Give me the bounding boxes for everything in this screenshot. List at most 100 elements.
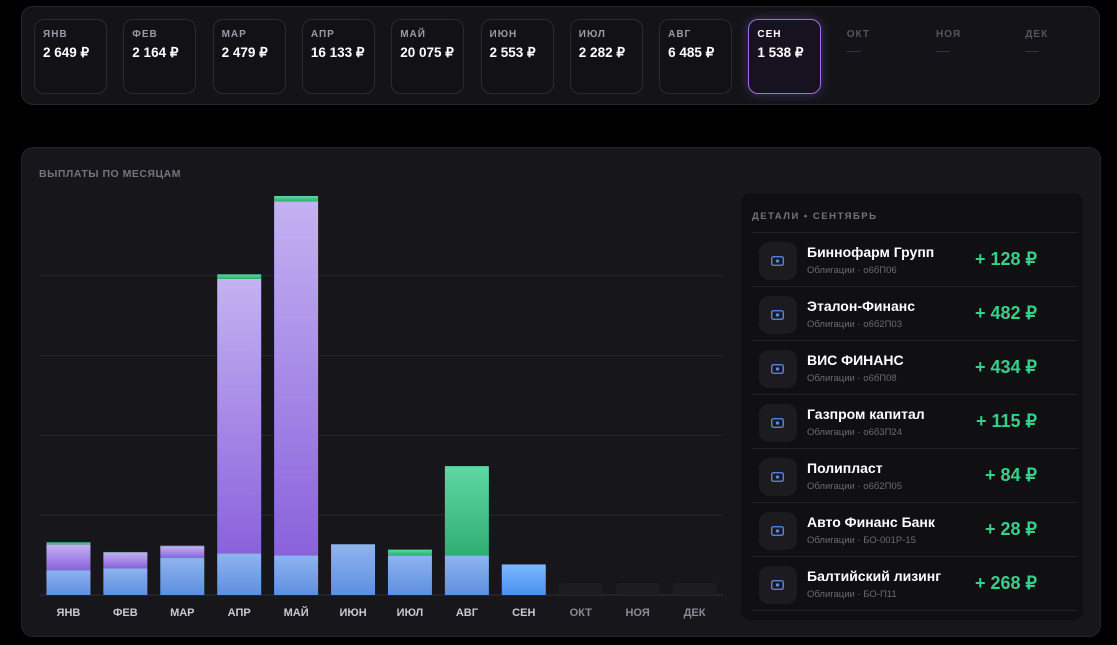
bar-segment[interactable] (217, 278, 262, 554)
bar-segment[interactable] (217, 553, 262, 595)
payouts-panel: ВЫПЛАТЫ ПО МЕСЯЦАМ ЯНВ ФЕВ МАР АПР МАЙ ИЮН ИЮЛ… (21, 147, 1101, 637)
month-tile-label: ФЕВ (132, 29, 158, 40)
bar-segment[interactable] (274, 196, 319, 202)
detail-row[interactable]: Полипласт Облигации · о6б2П05 + 84 ₽ (752, 449, 1077, 503)
month-tile[interactable]: НОЯ — (927, 19, 1000, 94)
month-tile[interactable]: ФЕВ 2 164 ₽ (123, 19, 197, 94)
payout-amount: + 84 ₽ (985, 465, 1037, 485)
month-tile[interactable]: ИЮЛ 2 282 ₽ (569, 19, 643, 94)
x-tick-label: НОЯ (625, 607, 649, 619)
detail-row[interactable]: Газпром капитал Облигации · о6б3П24 + 115 … (752, 395, 1077, 449)
bar-placeholder (558, 583, 603, 595)
issuer-name: ВИС ФИНАНС (807, 352, 904, 368)
bar-placeholder (672, 583, 717, 595)
bar-placeholder (615, 583, 660, 595)
bond-icon (759, 404, 797, 442)
month-tile[interactable]: АПР 16 133 ₽ (301, 19, 375, 94)
bond-icon (759, 242, 797, 280)
bond-code: Облигации · о6бП06 (807, 265, 897, 276)
x-tick-label: ИЮН (339, 607, 366, 619)
month-tile[interactable]: ИЮН 2 553 ₽ (480, 19, 554, 94)
month-tile[interactable]: МАЙ 20 075 ₽ (391, 19, 465, 94)
x-tick-label: ФЕВ (113, 607, 138, 619)
x-tick-label: ИЮЛ (397, 607, 424, 619)
month-tile-label: МАР (221, 29, 247, 40)
month-tile-amount: 2 553 ₽ (489, 45, 536, 60)
month-tile-amount: 2 282 ₽ (578, 45, 625, 60)
x-tick-label: МАР (170, 607, 194, 619)
payout-amount: + 268 ₽ (975, 573, 1037, 593)
bond-icon (759, 458, 797, 496)
payout-amount: + 434 ₽ (975, 357, 1037, 377)
payout-amount: + 115 ₽ (975, 411, 1037, 431)
month-tile-amount: 2 164 ₽ (132, 45, 179, 60)
bond-icon (759, 296, 797, 334)
month-tile-label: ОКТ (846, 29, 870, 40)
bar-segment[interactable] (501, 564, 546, 595)
details-title: ДЕТАЛИ • СЕНТЯБРЬ (752, 211, 878, 222)
bar-segment[interactable] (103, 568, 148, 595)
month-tile[interactable]: СЕН 1 538 ₽ (748, 19, 822, 94)
x-tick-label: ЯНВ (57, 607, 81, 619)
bar-segment[interactable] (46, 570, 91, 595)
details-list: Биннофарм Групп Облигации · о6бП06 + 128 ₽… (752, 232, 1077, 611)
month-tile-amount: 2 649 ₽ (43, 45, 90, 60)
month-tile-label: ДЕК (1025, 29, 1049, 40)
detail-row[interactable]: ВИС ФИНАНС Облигации · о6бП08 + 434 ₽ (752, 341, 1077, 395)
bar-segment[interactable] (46, 544, 91, 571)
bond-code: Облигации · БО-001Р-15 (807, 535, 916, 546)
issuer-name: Балтийский лизинг (807, 568, 942, 584)
month-tile-amount: 1 538 ₽ (757, 45, 804, 60)
bar-segment[interactable] (274, 555, 319, 595)
panel-title: ВЫПЛАТЫ ПО МЕСЯЦАМ (39, 168, 181, 180)
month-tile-amount: 16 133 ₽ (310, 45, 365, 60)
details-panel: ДЕТАЛИ • СЕНТЯБРЬ Биннофарм Групп Облигац… (741, 193, 1083, 620)
payout-amount: + 482 ₽ (975, 303, 1037, 323)
x-tick-label: ДЕК (684, 607, 706, 619)
bond-icon (759, 512, 797, 550)
month-tile-amount: 2 479 ₽ (221, 45, 268, 60)
bar-segment[interactable] (160, 546, 205, 559)
payouts-chart: ЯНВ ФЕВ МАР АПР МАЙ ИЮН ИЮЛ АВГ СЕН ОКТ НОЯ ДЕК (40, 196, 723, 619)
bar-segment[interactable] (444, 555, 489, 595)
bond-code: Облигации · о6б3П24 (807, 427, 902, 438)
month-tile-label: ИЮН (489, 29, 518, 40)
month-tile-amount: — (936, 43, 950, 58)
detail-row[interactable]: Биннофарм Групп Облигации · о6бП06 + 128 ₽ (752, 233, 1077, 287)
bar-segment[interactable] (387, 549, 432, 556)
month-tile-label: СЕН (757, 29, 782, 40)
bar-segment[interactable] (331, 544, 376, 595)
issuer-name: Биннофарм Групп (807, 244, 935, 260)
month-tile-label: ЯНВ (43, 29, 68, 40)
x-tick-label: АВГ (456, 607, 479, 619)
month-tile-amount: 20 075 ₽ (400, 45, 454, 60)
detail-row[interactable]: Авто Финанс Банк Облигации · БО-001Р-15 + … (752, 503, 1077, 557)
bar-segment[interactable] (217, 274, 262, 279)
bond-code: Облигации · о6б2П03 (807, 319, 902, 330)
month-tile[interactable]: МАР 2 479 ₽ (212, 19, 286, 94)
x-tick-label: СЕН (512, 607, 535, 619)
bond-icon (759, 566, 797, 604)
bond-code: Облигации · о6бП08 (807, 373, 897, 384)
month-tile[interactable]: ДЕК — (1016, 19, 1089, 94)
month-tile[interactable]: АВГ 6 485 ₽ (659, 19, 733, 94)
x-tick-label: МАЙ (284, 606, 309, 619)
bar-segment[interactable] (46, 542, 91, 545)
month-tile-amount: 6 485 ₽ (668, 45, 715, 60)
bar-segment[interactable] (274, 201, 319, 556)
issuer-name: Эталон-Финанс (807, 298, 916, 314)
payout-amount: + 128 ₽ (975, 249, 1037, 269)
bar-segment[interactable] (103, 552, 148, 569)
issuer-name: Газпром капитал (807, 406, 925, 422)
month-tile-label: ИЮЛ (578, 29, 606, 40)
detail-row[interactable]: Балтийский лизинг Облигации · БО-П11 + 268… (752, 557, 1077, 611)
month-tile-amount: — (846, 43, 861, 58)
bar-segment[interactable] (160, 558, 205, 595)
month-tile[interactable]: ОКТ — (838, 19, 911, 94)
bar-segment[interactable] (444, 466, 489, 556)
month-tile[interactable]: ЯНВ 2 649 ₽ (34, 19, 107, 94)
bar-segment[interactable] (387, 555, 432, 595)
detail-row[interactable]: Эталон-Финанс Облигации · о6б2П03 + 482 ₽ (752, 287, 1077, 341)
payout-amount: + 28 ₽ (985, 519, 1037, 539)
x-tick-label: ОКТ (570, 607, 593, 619)
